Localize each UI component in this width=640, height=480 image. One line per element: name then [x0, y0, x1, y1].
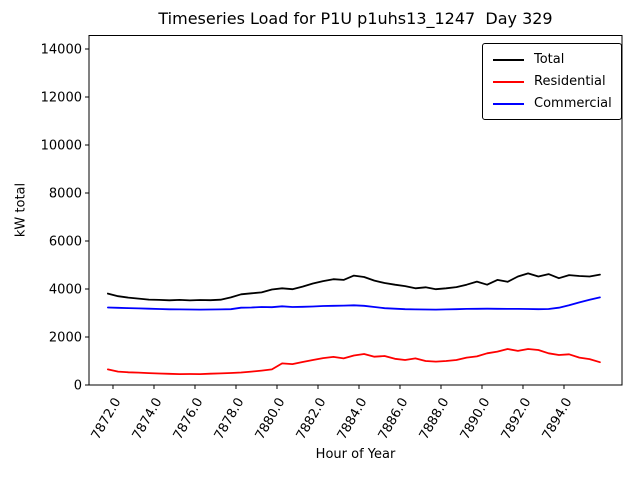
legend-line-sample-residential: [493, 80, 524, 83]
x-tick-label: 7882.0: [294, 396, 330, 443]
series-line-total: [107, 272, 601, 302]
y-tick-label: 10000: [41, 138, 82, 153]
y-tick-label: 4000: [49, 282, 82, 297]
legend-label-residential: Residential: [534, 74, 606, 89]
x-tick-label: 7886.0: [376, 396, 412, 443]
y-tick-label: 12000: [41, 90, 82, 105]
legend: Total Residential Commercial: [482, 43, 622, 120]
x-axis-label: Hour of Year: [315, 447, 396, 462]
legend-item-residential: Residential: [493, 75, 611, 88]
chart-title: Timeseries Load for P1U p1uhs13_1247 Day…: [158, 9, 553, 28]
legend-label-commercial: Commercial: [534, 96, 612, 111]
y-tick-label: 2000: [49, 330, 82, 345]
series-line-residential: [107, 348, 601, 376]
x-tick-label: 7876.0: [171, 396, 207, 443]
x-tick-label: 7894.0: [540, 396, 576, 443]
legend-item-commercial: Commercial: [493, 96, 612, 111]
legend-line-sample-commercial: [493, 102, 524, 105]
series-line-commercial: [107, 296, 601, 311]
axes-spines: [88, 35, 623, 386]
x-tick-label: 7890.0: [458, 396, 494, 443]
x-tick-label: 7880.0: [253, 396, 289, 443]
x-tick-label: 7884.0: [335, 396, 371, 443]
legend-label-total: Total: [534, 52, 565, 67]
x-tick-label: 7892.0: [499, 396, 535, 443]
legend-line-sample-total: [493, 58, 524, 61]
y-tick-label: 8000: [49, 186, 82, 201]
y-tick-label: 0: [74, 379, 82, 394]
legend-item-total: Total: [493, 53, 611, 66]
y-tick-label: 6000: [49, 234, 82, 249]
x-tick-label: 7872.0: [89, 396, 125, 443]
x-tick-label: 7874.0: [130, 396, 166, 443]
x-tick-label: 7878.0: [212, 396, 248, 443]
x-tick-label: 7888.0: [417, 396, 453, 443]
y-tick-label: 14000: [41, 42, 82, 57]
